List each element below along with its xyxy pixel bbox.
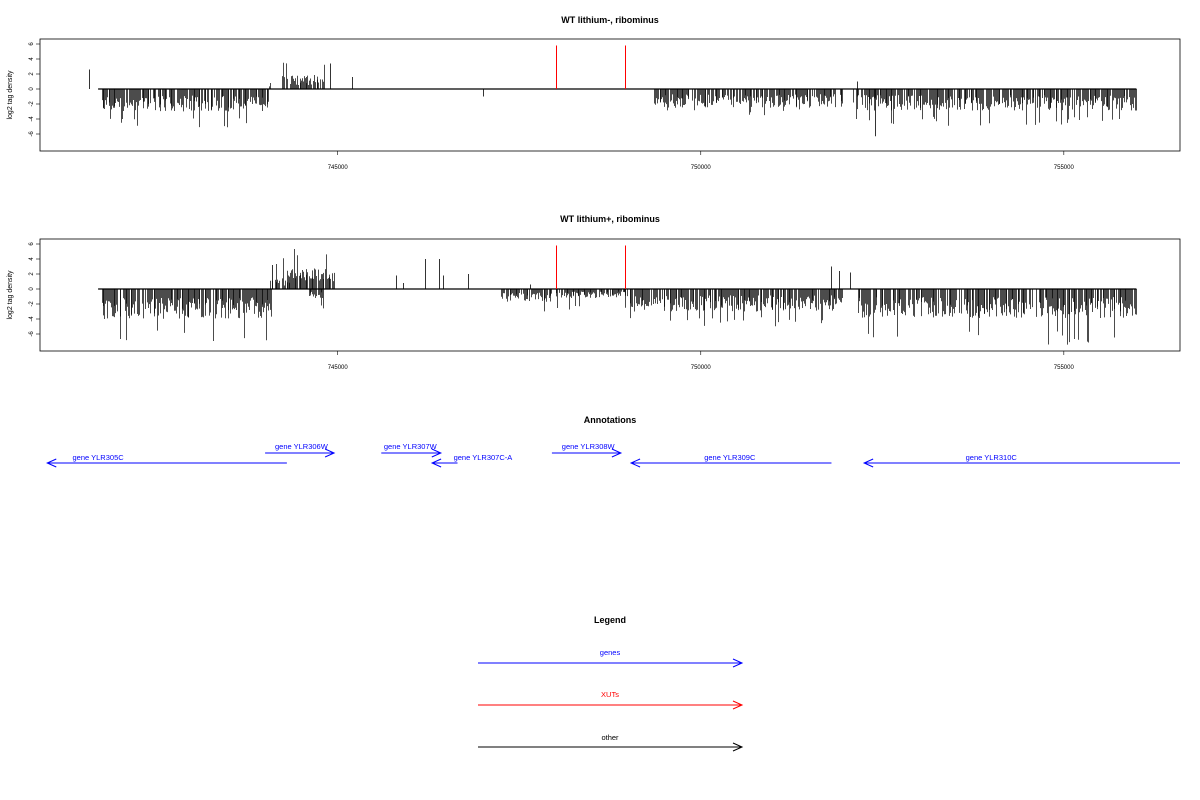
plot-frame: [39, 38, 1181, 152]
y-axis-label: log2 tag density: [7, 270, 14, 320]
gene-arrowhead: [324, 448, 336, 458]
gene-arrowhead: [46, 458, 57, 468]
y-tick-label: 6: [29, 242, 35, 246]
legend-title: Legend: [594, 615, 626, 625]
gene-arrow: gene YLR305C: [46, 453, 287, 468]
y-tick-label: 2: [29, 72, 35, 76]
legend-arrowhead: [732, 658, 744, 668]
density-marks: [36, 243, 1137, 355]
gene-arrowhead: [430, 458, 442, 468]
y-tick-label: -4: [29, 316, 35, 322]
y-tick-label: -2: [29, 301, 35, 307]
y-axis-label: log2 tag density: [7, 70, 14, 120]
gene-arrowhead: [611, 448, 623, 458]
legend-item-xuts: XUTs: [478, 690, 744, 710]
gene-label: gene YLR310C: [966, 453, 1018, 462]
gene-arrowhead: [629, 458, 641, 468]
gene-arrowhead: [862, 458, 874, 468]
gene-arrow: gene YLR309C: [629, 453, 832, 468]
y-tick-label: -4: [29, 116, 35, 122]
y-tick-label: -2: [29, 101, 35, 107]
gene-label: gene YLR307W: [384, 442, 438, 451]
legend-label: other: [601, 733, 619, 742]
gene-label: gene YLR307C-A: [454, 453, 513, 462]
density-panel-lithium-minus: WT lithium-, ribominus log2 tag density …: [7, 15, 1181, 171]
y-tick-label: -6: [29, 131, 35, 137]
x-tick-label: 755000: [1054, 365, 1075, 371]
legend: Legend genes XUTs other: [478, 615, 744, 752]
plot-frame: [39, 238, 1181, 352]
x-tick-label: 750000: [691, 365, 712, 371]
y-tick-label: 2: [29, 272, 35, 276]
y-tick-label: -6: [29, 331, 35, 337]
x-tick-label: 750000: [691, 165, 712, 171]
annotations-track: Annotations gene YLR305C gene YLR306W ge…: [46, 415, 1180, 468]
x-tick-label: 755000: [1054, 165, 1075, 171]
gene-arrow: gene YLR308W: [551, 442, 623, 458]
gene-arrow: gene YLR307C-A: [430, 453, 513, 468]
gene-arrow: gene YLR306W: [265, 442, 336, 458]
y-tick-label: 0: [29, 287, 35, 291]
y-tick-label: 4: [29, 57, 35, 61]
legend-label: genes: [600, 648, 621, 657]
gene-label: gene YLR306W: [275, 442, 329, 451]
x-tick-label: 745000: [328, 165, 349, 171]
panel-title: WT lithium+, ribominus: [560, 214, 660, 224]
density-panel-lithium-plus: WT lithium+, ribominus log2 tag density …: [7, 214, 1181, 371]
panel-title: WT lithium-, ribominus: [561, 15, 659, 25]
y-tick-label: 6: [29, 42, 35, 46]
x-tick-label: 745000: [328, 365, 349, 371]
gene-arrow: gene YLR310C: [862, 453, 1180, 468]
legend-item-other: other: [478, 733, 744, 752]
gene-label: gene YLR305C: [73, 453, 125, 462]
legend-arrowhead: [732, 742, 744, 752]
legend-label: XUTs: [601, 690, 619, 699]
gene-arrowhead: [431, 448, 443, 458]
gene-arrows: gene YLR305C gene YLR306W gene YLR307W g…: [46, 442, 1180, 468]
legend-arrowhead: [732, 700, 744, 710]
y-tick-label: 4: [29, 257, 35, 261]
gene-label: gene YLR308W: [562, 442, 616, 451]
legend-item-genes: genes: [478, 648, 744, 668]
annotations-title: Annotations: [584, 415, 637, 425]
gene-label: gene YLR309C: [704, 453, 756, 462]
y-tick-label: 0: [29, 87, 35, 91]
density-marks: [36, 43, 1137, 155]
gene-arrow: gene YLR307W: [381, 442, 443, 458]
